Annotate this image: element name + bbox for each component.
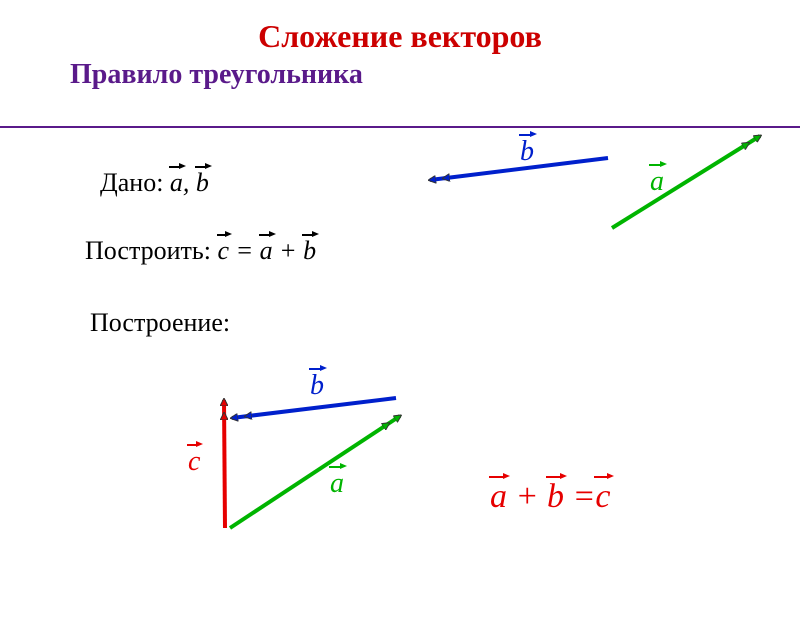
vector-label-a: a [650, 166, 664, 198]
vector-label-b: b [520, 136, 534, 168]
vector-label-b: b [310, 370, 324, 402]
vector-label-c: c [188, 446, 200, 478]
vector-label-a: a [330, 468, 344, 500]
vector-canvas [0, 18, 800, 618]
